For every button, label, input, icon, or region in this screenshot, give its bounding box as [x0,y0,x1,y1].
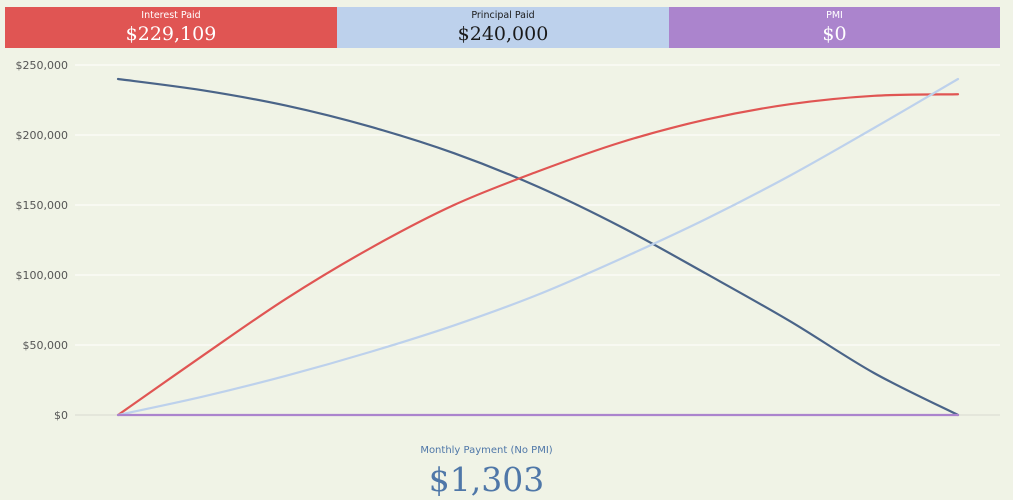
y-tick-label: $50,000 [23,339,69,352]
principal-line [116,77,960,417]
interest-line [116,93,960,417]
y-tick-label: $100,000 [16,269,69,282]
pmi-value: $0 [822,23,847,45]
amortization-chart: $0 $50,000 $100,000 $150,000 $200,000 $250,00… [16,59,1000,422]
monthly-payment-value: $1,303 [428,460,545,499]
monthly-payment: Monthly Payment (No PMI) $1,303 [0,444,973,500]
kpi-tiles: Interest Paid $229,109 Principal Paid $2… [5,7,1000,48]
y-tick-label: $200,000 [16,129,69,142]
monthly-payment-label: Monthly Payment (No PMI) [420,445,553,456]
y-tick-label: $250,000 [16,59,69,72]
y-tick-label: $150,000 [16,199,69,212]
y-tick-label: $0 [54,409,68,422]
pmi-label: PMI [826,10,843,21]
interest-paid-label: Interest Paid [141,10,201,21]
interest-paid-value: $229,109 [125,23,217,45]
balance-line [116,77,960,417]
principal-paid-value: $240,000 [457,23,549,45]
principal-paid-tile[interactable]: Principal Paid $240,000 [337,7,669,48]
pmi-tile[interactable]: PMI $0 [669,7,1000,48]
interest-paid-tile[interactable]: Interest Paid $229,109 [5,7,337,48]
principal-paid-label: Principal Paid [471,10,535,21]
